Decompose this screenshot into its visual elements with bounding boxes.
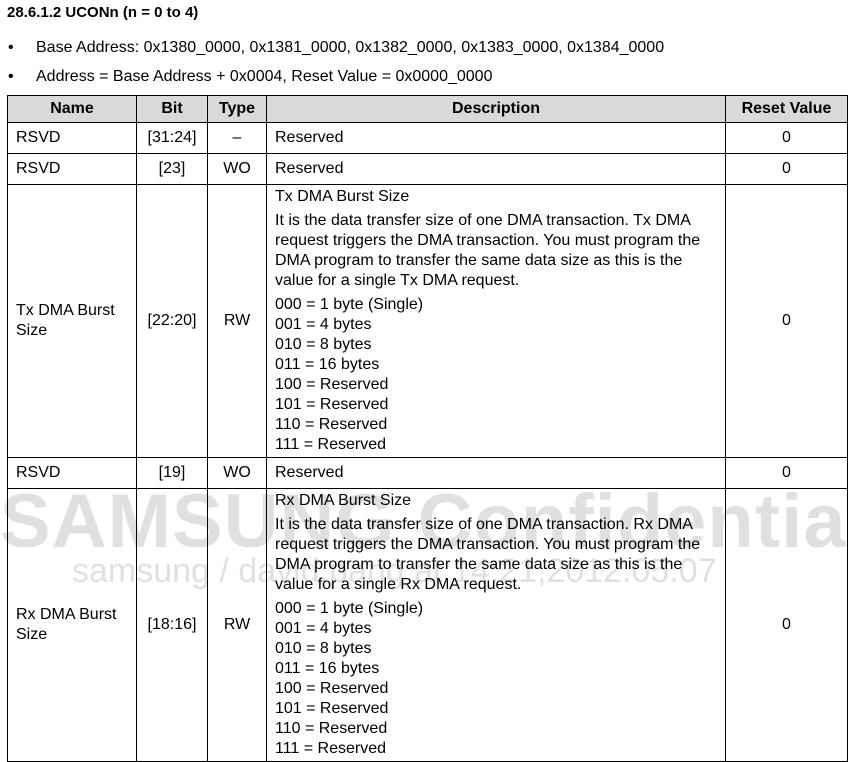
cell-description: Reserved (266, 153, 726, 185)
desc-value: 000 = 1 byte (Single) (275, 296, 424, 313)
cell-description: Reserved (266, 457, 726, 489)
desc-value: 111 = Reserved (275, 740, 387, 757)
table-row: RSVD [23] WO Reserved 0 (7, 153, 848, 185)
col-description: Description (266, 95, 726, 123)
desc-title: Reserved (275, 464, 344, 481)
cell-name: RSVD (7, 457, 137, 489)
section-heading: 28.6.1.2 UCONn (n = 0 to 4) (7, 4, 199, 21)
desc-value: 001 = 4 bytes (275, 620, 372, 637)
table-row: Rx DMA Burst Size [18:16] RW Rx DMA Burst S… (7, 488, 848, 762)
desc-title: Tx DMA Burst Size (275, 188, 410, 205)
cell-type: RW (207, 184, 267, 458)
cell-description: Tx DMA Burst Size It is the data transfer… (266, 184, 726, 458)
cell-bit: [23] (136, 153, 208, 185)
cell-description: Rx DMA Burst Size It is the data transfer… (266, 488, 726, 762)
desc-value: 011 = 16 bytes (275, 660, 380, 677)
desc-value: 110 = Reserved (275, 720, 388, 737)
cell-name: Rx DMA Burst Size (7, 488, 137, 762)
col-type: Type (207, 95, 267, 123)
desc-title: Reserved (275, 129, 344, 146)
desc-value: 110 = Reserved (275, 416, 388, 433)
cell-bit: [31:24] (136, 122, 208, 154)
desc-value: 001 = 4 bytes (275, 316, 372, 333)
register-table: Name Bit Type Description Reset Value RS… (7, 95, 848, 762)
cell-bit: [22:20] (136, 184, 208, 458)
desc-value: 011 = 16 bytes (275, 356, 380, 373)
col-reset: Reset Value (725, 95, 848, 123)
cell-bit: [19] (136, 457, 208, 489)
cell-reset: 0 (725, 122, 848, 154)
table-header: Name Bit Type Description Reset Value (7, 95, 848, 123)
desc-value: 010 = 8 bytes (275, 640, 372, 657)
address-list: Base Address: 0x1380_0000, 0x1381_0000, … (0, 36, 664, 94)
table-row: RSVD [31:24] – Reserved 0 (7, 122, 848, 154)
base-address-item: Base Address: 0x1380_0000, 0x1381_0000, … (0, 36, 664, 65)
desc-value: 000 = 1 byte (Single) (275, 600, 424, 617)
table-row: Tx DMA Burst Size [22:20] RW Tx DMA Burst S… (7, 184, 848, 458)
cell-name: RSVD (7, 153, 137, 185)
cell-reset: 0 (725, 457, 848, 489)
desc-body: It is the data transfer size of one DMA … (275, 516, 701, 593)
cell-reset: 0 (725, 184, 848, 458)
desc-value: 101 = Reserved (275, 700, 389, 717)
cell-type: WO (207, 457, 267, 489)
cell-name: Tx DMA Burst Size (7, 184, 137, 458)
desc-title: Reserved (275, 160, 344, 177)
desc-value: 100 = Reserved (275, 376, 389, 393)
cell-type: WO (207, 153, 267, 185)
col-name: Name (7, 95, 137, 123)
cell-bit: [18:16] (136, 488, 208, 762)
address-item: Address = Base Address + 0x0004, Reset V… (0, 65, 664, 94)
desc-value: 100 = Reserved (275, 680, 389, 697)
table-row: RSVD [19] WO Reserved 0 (7, 457, 848, 489)
desc-value: 111 = Reserved (275, 436, 387, 453)
desc-value: 101 = Reserved (275, 396, 389, 413)
cell-description: Reserved (266, 122, 726, 154)
cell-type: RW (207, 488, 267, 762)
cell-name: RSVD (7, 122, 137, 154)
col-bit: Bit (136, 95, 208, 123)
desc-value: 010 = 8 bytes (275, 336, 372, 353)
cell-type: – (207, 122, 267, 154)
cell-reset: 0 (725, 488, 848, 762)
cell-reset: 0 (725, 153, 848, 185)
desc-body: It is the data transfer size of one DMA … (275, 212, 701, 289)
desc-title: Rx DMA Burst Size (275, 492, 412, 509)
